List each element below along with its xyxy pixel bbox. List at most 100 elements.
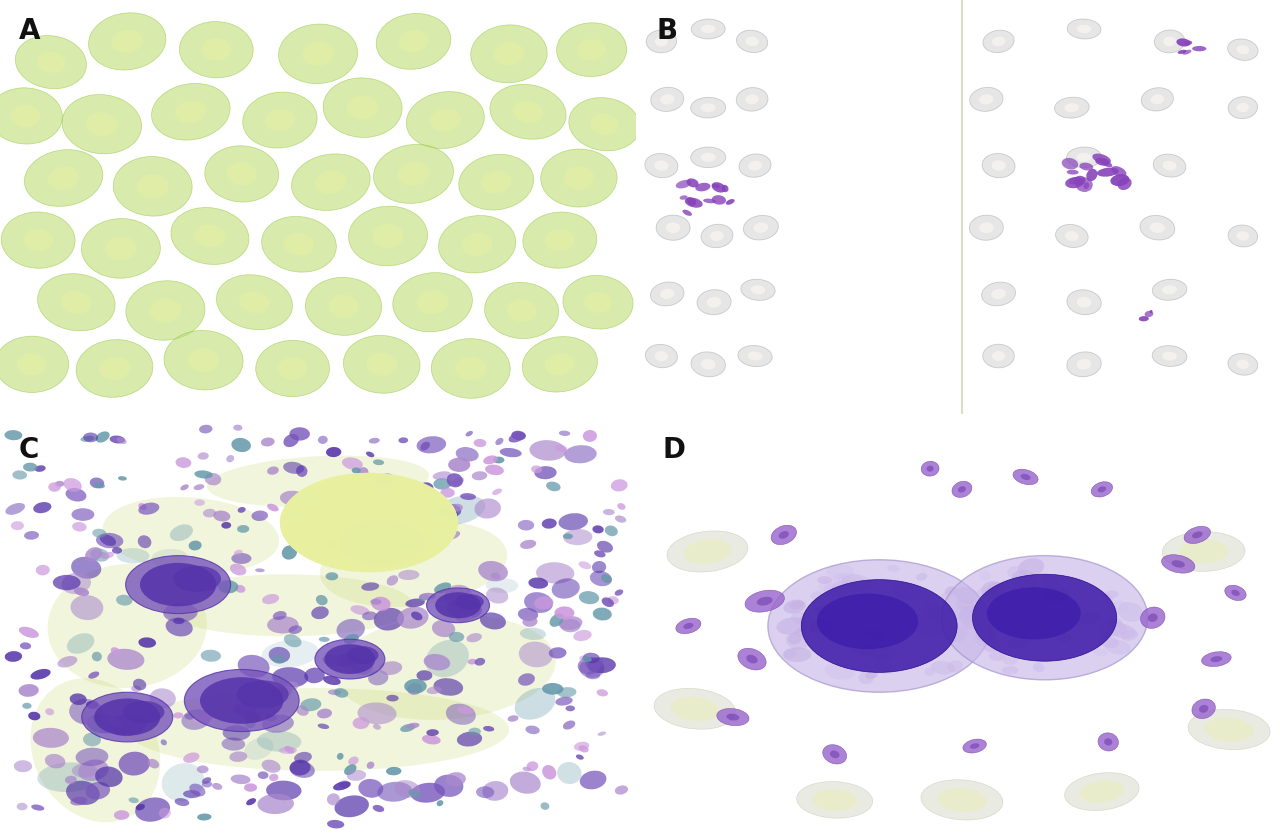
Ellipse shape xyxy=(549,647,567,659)
Ellipse shape xyxy=(311,606,329,619)
Ellipse shape xyxy=(654,351,668,361)
Ellipse shape xyxy=(1202,651,1231,666)
Ellipse shape xyxy=(323,655,343,666)
Ellipse shape xyxy=(1065,231,1079,241)
Ellipse shape xyxy=(0,87,63,144)
Ellipse shape xyxy=(229,751,247,762)
Ellipse shape xyxy=(457,706,474,714)
Ellipse shape xyxy=(119,751,150,776)
Ellipse shape xyxy=(1162,352,1176,361)
Ellipse shape xyxy=(1236,360,1249,369)
Ellipse shape xyxy=(556,445,567,452)
Ellipse shape xyxy=(1162,531,1245,571)
Ellipse shape xyxy=(969,215,1004,240)
Ellipse shape xyxy=(927,606,947,621)
Ellipse shape xyxy=(93,481,105,488)
Ellipse shape xyxy=(960,605,987,620)
Ellipse shape xyxy=(1139,316,1149,322)
Ellipse shape xyxy=(1083,182,1089,189)
Ellipse shape xyxy=(977,616,989,622)
Ellipse shape xyxy=(1092,153,1111,164)
Ellipse shape xyxy=(372,805,384,812)
Ellipse shape xyxy=(296,465,307,477)
Ellipse shape xyxy=(483,726,494,731)
Ellipse shape xyxy=(445,772,466,786)
Ellipse shape xyxy=(963,616,982,629)
Ellipse shape xyxy=(282,546,297,560)
Ellipse shape xyxy=(988,652,1006,661)
Ellipse shape xyxy=(1076,297,1092,307)
Ellipse shape xyxy=(280,491,307,506)
Ellipse shape xyxy=(243,92,317,148)
Ellipse shape xyxy=(645,344,677,367)
Ellipse shape xyxy=(859,630,877,643)
Ellipse shape xyxy=(371,596,390,611)
Ellipse shape xyxy=(289,512,302,521)
Ellipse shape xyxy=(273,655,285,664)
Ellipse shape xyxy=(486,587,508,604)
Ellipse shape xyxy=(31,805,45,811)
Ellipse shape xyxy=(1183,50,1192,55)
Ellipse shape xyxy=(584,292,612,313)
Ellipse shape xyxy=(563,533,573,539)
Ellipse shape xyxy=(522,337,598,392)
Ellipse shape xyxy=(541,518,557,529)
Ellipse shape xyxy=(783,600,806,614)
Ellipse shape xyxy=(1184,41,1192,45)
Ellipse shape xyxy=(1236,103,1249,112)
Ellipse shape xyxy=(237,690,253,701)
Ellipse shape xyxy=(435,496,485,525)
Ellipse shape xyxy=(421,482,434,491)
Ellipse shape xyxy=(184,670,300,731)
Ellipse shape xyxy=(369,438,380,444)
Ellipse shape xyxy=(878,654,892,661)
Ellipse shape xyxy=(18,684,38,697)
Ellipse shape xyxy=(197,814,211,821)
Ellipse shape xyxy=(159,574,413,636)
Ellipse shape xyxy=(667,531,748,572)
Ellipse shape xyxy=(99,552,109,559)
Ellipse shape xyxy=(447,599,483,619)
Ellipse shape xyxy=(1004,657,1018,665)
Ellipse shape xyxy=(1061,158,1078,169)
Ellipse shape xyxy=(372,459,384,465)
Ellipse shape xyxy=(378,528,416,549)
Ellipse shape xyxy=(1098,733,1119,751)
Ellipse shape xyxy=(952,481,972,497)
Ellipse shape xyxy=(17,803,27,811)
Ellipse shape xyxy=(47,167,79,189)
Ellipse shape xyxy=(972,620,991,631)
Ellipse shape xyxy=(707,297,722,307)
Ellipse shape xyxy=(1149,222,1165,233)
Ellipse shape xyxy=(924,667,936,676)
Ellipse shape xyxy=(982,153,1015,177)
Ellipse shape xyxy=(771,526,796,545)
Ellipse shape xyxy=(1140,216,1175,240)
Ellipse shape xyxy=(791,612,814,625)
Ellipse shape xyxy=(1069,177,1080,184)
Ellipse shape xyxy=(14,761,32,772)
Ellipse shape xyxy=(777,617,808,635)
Ellipse shape xyxy=(67,781,100,805)
Ellipse shape xyxy=(100,535,116,546)
Ellipse shape xyxy=(1065,177,1084,188)
Ellipse shape xyxy=(256,341,329,397)
Ellipse shape xyxy=(614,590,623,596)
Ellipse shape xyxy=(547,481,561,491)
Ellipse shape xyxy=(1075,177,1093,192)
Ellipse shape xyxy=(1028,587,1043,598)
Ellipse shape xyxy=(602,574,612,583)
Ellipse shape xyxy=(436,531,451,539)
Ellipse shape xyxy=(660,289,675,299)
Ellipse shape xyxy=(543,765,557,780)
Ellipse shape xyxy=(0,337,69,392)
Ellipse shape xyxy=(605,526,618,536)
Ellipse shape xyxy=(261,437,275,446)
Ellipse shape xyxy=(174,798,189,806)
Ellipse shape xyxy=(1103,591,1119,598)
Ellipse shape xyxy=(351,526,412,561)
Ellipse shape xyxy=(1018,558,1044,577)
Ellipse shape xyxy=(1101,161,1112,167)
Ellipse shape xyxy=(19,626,38,638)
Ellipse shape xyxy=(407,541,419,548)
